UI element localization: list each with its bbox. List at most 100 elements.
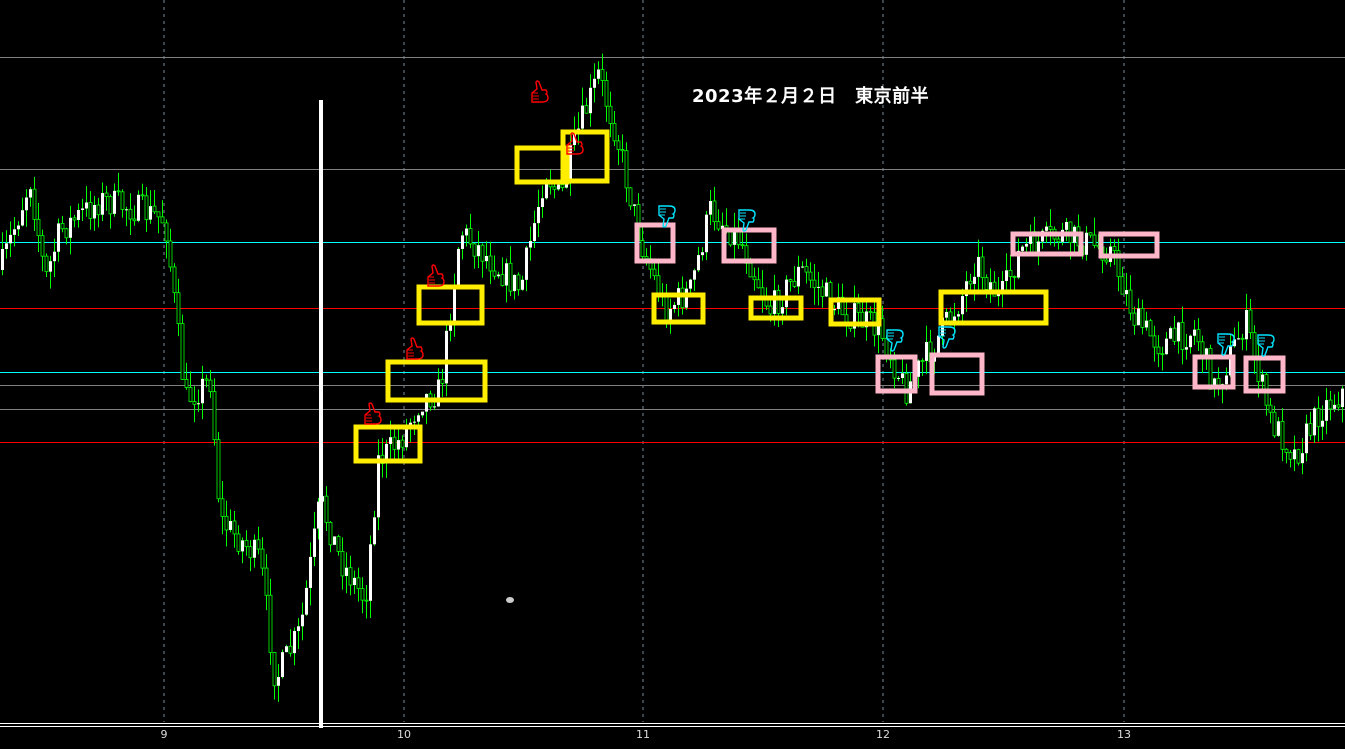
candle-body [192,401,197,405]
thumbs-down-icon [658,205,676,228]
candle-body [500,274,505,286]
candle-body [336,536,341,552]
candle-body [204,378,209,381]
candle-body [880,318,885,339]
candle-body [1156,346,1161,355]
candle-body [781,307,784,314]
candle-body [461,235,464,249]
candle-body [1252,332,1257,357]
exit-box [1098,231,1160,259]
candle-body [1029,231,1032,244]
candle-body [164,222,169,242]
candle-body [516,274,521,291]
candle-body [253,539,256,558]
candle-body [485,256,488,262]
candle-body [953,316,956,322]
candle-body [260,548,265,569]
candle-body [1112,246,1117,252]
candle-body [168,240,173,268]
candle-body [961,296,964,315]
candle-body [965,281,968,297]
candle-body [293,631,296,654]
candle-body [1037,241,1040,254]
candle-body [1308,423,1313,436]
candle-body [1120,276,1125,295]
candle-body [1280,420,1285,450]
candle-body [125,209,128,211]
candle-body [1140,308,1145,328]
candle-body [236,533,241,552]
candle-body [373,517,376,545]
candle-body [156,211,161,218]
candle-body [860,311,865,328]
candle-body [297,626,300,632]
candle-body [465,228,468,236]
candle-body [96,204,101,216]
candle-body [1185,347,1188,350]
candle-body [40,235,45,257]
candle-body [877,318,880,336]
candle-body [57,223,60,252]
candle-body [1,249,4,270]
candle-body [49,261,52,272]
candle-body [360,588,365,601]
candle-body [1048,226,1053,230]
candle-body [305,587,308,615]
candle-body [85,202,88,209]
candle-body [612,123,617,142]
candle-body [32,188,37,220]
candle-body [1177,322,1180,342]
candle-body [1116,250,1121,278]
candle-body [597,69,600,79]
candle-body [948,311,953,322]
dot-marker [506,597,514,603]
candle-body [309,556,312,588]
candle-body [1325,400,1328,421]
candle-body [797,266,800,287]
candle-body [256,539,261,550]
candle-body [497,274,500,277]
candle-body [472,243,477,257]
candle-body [116,190,121,193]
candle-body [1012,276,1017,278]
candle-body [1008,269,1013,277]
candle-body [917,360,920,377]
candle-body [264,567,269,596]
candle-body [144,195,149,221]
candle-body [1169,328,1172,339]
candle-body [521,279,524,290]
thumbs-up-icon [406,337,424,360]
candle-body [216,439,221,500]
candle-body [977,256,980,277]
candle-body [36,218,41,237]
candle-body [968,280,973,285]
candle-body [589,87,592,114]
candle-body [840,296,845,316]
candle-body [837,297,840,309]
candle-body [680,287,685,309]
candle-body [628,187,633,207]
x-tick-label: 10 [397,728,411,741]
candle-body [385,443,388,464]
candle-body [904,372,909,404]
candle-body [1233,339,1236,347]
candle-body [69,217,72,238]
candle-body [620,149,625,152]
candle-body [1189,335,1192,348]
candle-body [208,379,213,393]
candle-body [1172,327,1177,342]
candle-body [77,210,80,220]
candle-body [673,304,676,310]
candle-body [353,577,356,586]
candle-body [712,200,717,223]
candle-body [664,293,669,323]
candle-body [925,342,928,361]
candle-body [600,69,605,81]
candle-body [1288,452,1293,460]
candle-body [356,577,361,590]
candle-body [1125,290,1128,295]
candle-body [1313,408,1316,436]
candle-body [669,309,672,323]
candle-body [1021,246,1024,251]
candle-body [1088,232,1093,236]
